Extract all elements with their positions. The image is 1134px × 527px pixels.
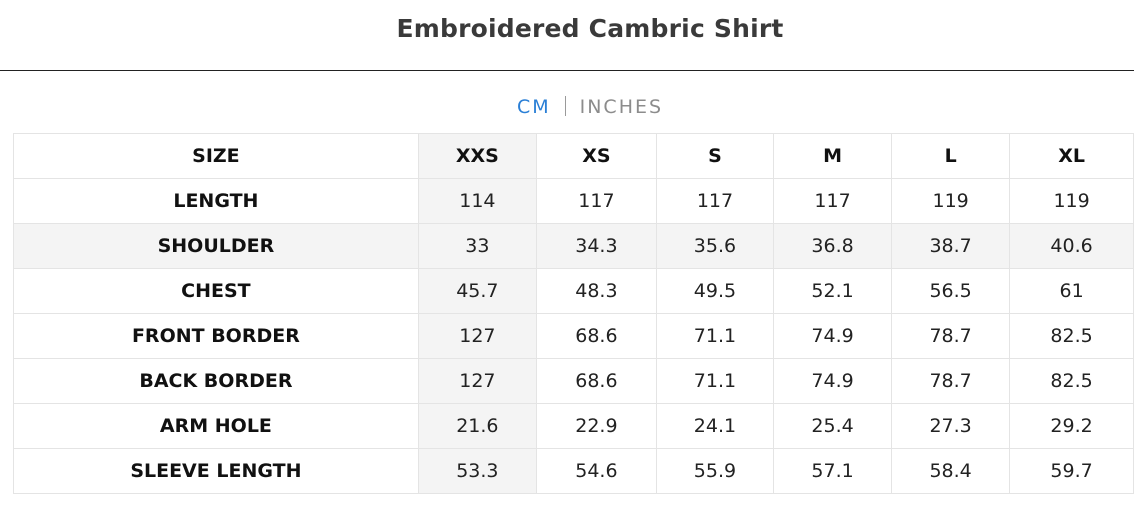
size-header-s: S (656, 133, 775, 179)
table-cell: 36.8 (773, 223, 893, 269)
table-cell: 117 (773, 178, 893, 224)
row-label: LENGTH (13, 178, 419, 224)
table-cell: 71.1 (656, 358, 775, 404)
product-title: Embroidered Cambric Shirt (396, 14, 784, 43)
table-cell: 119 (1009, 178, 1134, 224)
table-row: FRONT BORDER 127 68.6 71.1 74.9 78.7 82.… (13, 313, 1134, 359)
row-label: CHEST (13, 268, 419, 314)
size-header-l: L (891, 133, 1011, 179)
table-cell: 33 (418, 223, 537, 269)
unit-inches-tab[interactable]: INCHES (579, 96, 664, 118)
table-row: ARM HOLE 21.6 22.9 24.1 25.4 27.3 29.2 (13, 403, 1134, 449)
table-row: SHOULDER 33 34.3 35.6 36.8 38.7 40.6 (13, 223, 1134, 269)
table-cell: 117 (536, 178, 657, 224)
table-cell: 55.9 (656, 448, 775, 494)
row-label: SHOULDER (13, 223, 419, 269)
table-cell: 29.2 (1009, 403, 1134, 449)
table-cell: 71.1 (656, 313, 775, 359)
table-cell: 25.4 (773, 403, 893, 449)
table-cell: 127 (418, 313, 537, 359)
table-header-row: SIZE XXS XS S M L XL (13, 133, 1134, 179)
table-cell: 38.7 (891, 223, 1011, 269)
table-cell: 78.7 (891, 358, 1011, 404)
size-header-xxs: XXS (418, 133, 537, 179)
table-cell: 82.5 (1009, 358, 1134, 404)
table-cell: 74.9 (773, 358, 893, 404)
size-header-xl: XL (1009, 133, 1134, 179)
table-row: SLEEVE LENGTH 53.3 54.6 55.9 57.1 58.4 5… (13, 448, 1134, 494)
size-header-xs: XS (536, 133, 657, 179)
row-label: ARM HOLE (13, 403, 419, 449)
table-cell: 27.3 (891, 403, 1011, 449)
table-cell: 56.5 (891, 268, 1011, 314)
unit-toggle: CM INCHES (0, 96, 1134, 118)
table-cell: 45.7 (418, 268, 537, 314)
table-cell: 40.6 (1009, 223, 1134, 269)
table-cell: 74.9 (773, 313, 893, 359)
table-cell: 35.6 (656, 223, 775, 269)
table-cell: 22.9 (536, 403, 657, 449)
table-cell: 24.1 (656, 403, 775, 449)
table-cell: 61 (1009, 268, 1134, 314)
table-cell: 119 (891, 178, 1011, 224)
table-cell: 58.4 (891, 448, 1011, 494)
table-cell: 54.6 (536, 448, 657, 494)
table-cell: 78.7 (891, 313, 1011, 359)
table-cell: 52.1 (773, 268, 893, 314)
table-cell: 53.3 (418, 448, 537, 494)
table-cell: 127 (418, 358, 537, 404)
row-label: SLEEVE LENGTH (13, 448, 419, 494)
table-cell: 114 (418, 178, 537, 224)
table-cell: 59.7 (1009, 448, 1134, 494)
table-cell: 48.3 (536, 268, 657, 314)
table-cell: 57.1 (773, 448, 893, 494)
unit-cm-tab[interactable]: CM (516, 96, 551, 118)
table-cell: 117 (656, 178, 775, 224)
size-header-m: M (773, 133, 893, 179)
table-cell: 82.5 (1009, 313, 1134, 359)
row-label: BACK BORDER (13, 358, 419, 404)
size-column-header: SIZE (13, 133, 419, 179)
size-chart-table: SIZE XXS XS S M L XL LENGTH 114 117 117 … (13, 133, 1134, 494)
unit-separator (564, 96, 566, 116)
table-cell: 68.6 (536, 358, 657, 404)
table-cell: 34.3 (536, 223, 657, 269)
table-cell: 49.5 (656, 268, 775, 314)
table-row: LENGTH 114 117 117 117 119 119 (13, 178, 1134, 224)
table-cell: 68.6 (536, 313, 657, 359)
table-cell: 21.6 (418, 403, 537, 449)
table-row: BACK BORDER 127 68.6 71.1 74.9 78.7 82.5 (13, 358, 1134, 404)
table-row: CHEST 45.7 48.3 49.5 52.1 56.5 61 (13, 268, 1134, 314)
row-label: FRONT BORDER (13, 313, 419, 359)
header-divider (0, 70, 1134, 71)
